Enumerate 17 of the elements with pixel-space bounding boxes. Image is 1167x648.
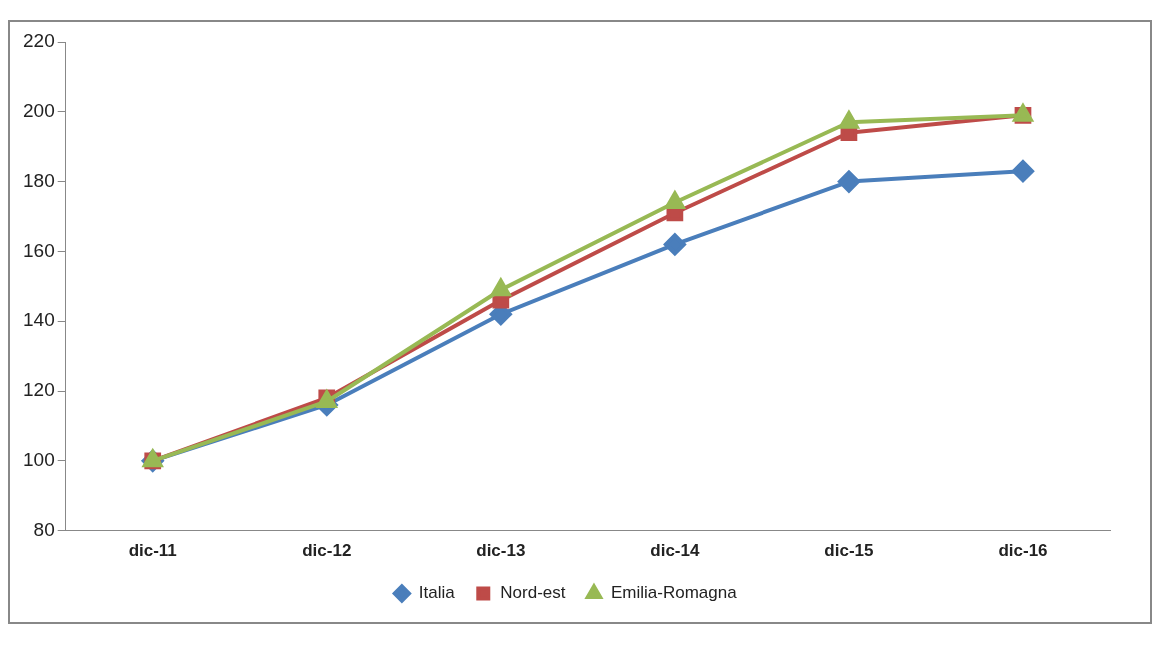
y-tick-label: 140 — [23, 309, 55, 331]
y-tick-label: 220 — [23, 30, 55, 52]
y-tick-label: 180 — [23, 169, 55, 191]
x-tick-label: dic-11 — [128, 541, 177, 561]
x-tick-label: dic-14 — [650, 541, 700, 561]
legend-label: Nord-est — [500, 583, 566, 603]
x-tick-label: dic-15 — [824, 541, 874, 561]
y-tick-label: 160 — [23, 239, 55, 261]
y-tick-label: 80 — [33, 518, 55, 540]
x-tick-label: dic-12 — [302, 541, 352, 561]
y-tick-label: 200 — [23, 100, 55, 122]
y-tick-label: 100 — [23, 449, 55, 471]
y-tick-label: 120 — [23, 379, 55, 401]
legend-label: Emilia-Romagna — [610, 583, 738, 603]
legend-label: Italia — [418, 583, 456, 603]
x-tick-label: dic-16 — [998, 541, 1048, 561]
x-tick-label: dic-13 — [476, 541, 526, 561]
